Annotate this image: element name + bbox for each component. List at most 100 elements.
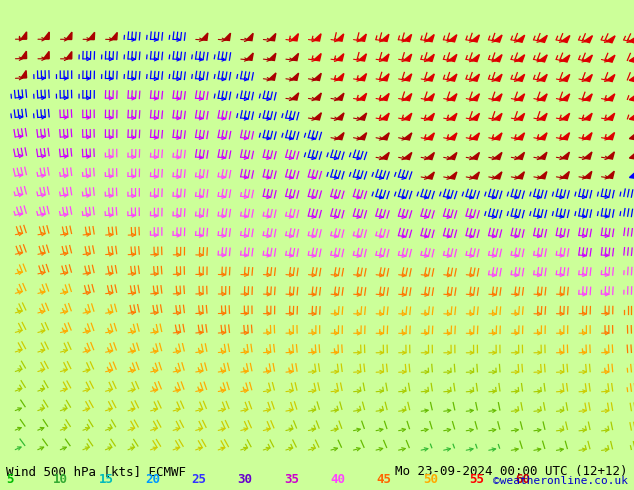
- Polygon shape: [66, 32, 72, 40]
- Text: 10: 10: [53, 473, 68, 486]
- Polygon shape: [562, 113, 569, 121]
- Text: 20: 20: [145, 473, 160, 486]
- Polygon shape: [44, 51, 49, 59]
- Polygon shape: [246, 53, 253, 60]
- Polygon shape: [584, 74, 592, 81]
- Polygon shape: [291, 73, 299, 80]
- Polygon shape: [381, 113, 389, 120]
- Polygon shape: [472, 172, 479, 179]
- Polygon shape: [517, 55, 525, 62]
- Polygon shape: [494, 152, 502, 160]
- Polygon shape: [382, 74, 389, 81]
- Polygon shape: [404, 54, 411, 61]
- Polygon shape: [607, 55, 615, 62]
- Polygon shape: [404, 74, 411, 81]
- Polygon shape: [427, 113, 434, 121]
- Polygon shape: [629, 36, 634, 43]
- Polygon shape: [539, 152, 547, 159]
- Polygon shape: [607, 132, 614, 140]
- Polygon shape: [630, 132, 634, 140]
- Text: Mo 23-09-2024 00:00 UTC (12+12): Mo 23-09-2024 00:00 UTC (12+12): [395, 465, 628, 478]
- Text: 15: 15: [99, 473, 114, 486]
- Polygon shape: [472, 94, 479, 101]
- Polygon shape: [472, 35, 479, 42]
- Polygon shape: [449, 152, 457, 160]
- Polygon shape: [494, 54, 502, 62]
- Polygon shape: [44, 32, 49, 39]
- Polygon shape: [562, 172, 569, 179]
- Polygon shape: [449, 54, 457, 61]
- Polygon shape: [269, 53, 276, 60]
- Polygon shape: [111, 32, 117, 40]
- Polygon shape: [359, 113, 366, 120]
- Polygon shape: [449, 172, 457, 179]
- Text: ©weatheronline.co.uk: ©weatheronline.co.uk: [493, 476, 628, 486]
- Polygon shape: [21, 71, 27, 78]
- Polygon shape: [539, 133, 547, 140]
- Polygon shape: [539, 74, 547, 81]
- Polygon shape: [336, 113, 344, 120]
- Polygon shape: [517, 35, 525, 42]
- Polygon shape: [246, 33, 253, 41]
- Polygon shape: [472, 152, 479, 160]
- Text: 35: 35: [284, 473, 299, 486]
- Polygon shape: [337, 34, 344, 41]
- Polygon shape: [562, 55, 570, 62]
- Polygon shape: [494, 172, 502, 179]
- Polygon shape: [89, 32, 94, 40]
- Polygon shape: [607, 152, 614, 159]
- Polygon shape: [269, 33, 276, 41]
- Polygon shape: [427, 133, 434, 140]
- Polygon shape: [607, 94, 615, 101]
- Polygon shape: [629, 55, 634, 62]
- Polygon shape: [359, 54, 366, 61]
- Polygon shape: [404, 94, 411, 100]
- Polygon shape: [404, 34, 411, 42]
- Polygon shape: [337, 54, 344, 61]
- Polygon shape: [314, 34, 321, 41]
- Text: 50: 50: [423, 473, 438, 486]
- Polygon shape: [472, 133, 479, 140]
- Polygon shape: [562, 133, 569, 140]
- Polygon shape: [449, 74, 457, 81]
- Text: Wind 500 hPa [kts] ECMWF: Wind 500 hPa [kts] ECMWF: [6, 465, 186, 478]
- Polygon shape: [562, 152, 569, 159]
- Polygon shape: [404, 133, 412, 140]
- Polygon shape: [494, 94, 502, 101]
- Polygon shape: [584, 36, 593, 43]
- Polygon shape: [382, 54, 389, 61]
- Polygon shape: [359, 133, 366, 140]
- Polygon shape: [584, 113, 592, 121]
- Polygon shape: [630, 94, 634, 101]
- Polygon shape: [585, 133, 592, 140]
- Polygon shape: [382, 34, 389, 42]
- Polygon shape: [336, 133, 344, 140]
- Polygon shape: [472, 113, 479, 121]
- Polygon shape: [291, 53, 299, 61]
- Polygon shape: [224, 33, 231, 41]
- Polygon shape: [630, 171, 634, 178]
- Polygon shape: [472, 74, 479, 81]
- Polygon shape: [382, 94, 389, 100]
- Polygon shape: [291, 93, 299, 100]
- Polygon shape: [539, 35, 547, 42]
- Polygon shape: [607, 74, 615, 81]
- Polygon shape: [630, 113, 634, 120]
- Polygon shape: [585, 172, 592, 178]
- Polygon shape: [472, 54, 479, 62]
- Polygon shape: [585, 152, 592, 159]
- Polygon shape: [517, 113, 524, 121]
- Polygon shape: [494, 35, 502, 42]
- Polygon shape: [427, 172, 434, 179]
- Polygon shape: [292, 34, 299, 41]
- Polygon shape: [539, 55, 547, 62]
- Polygon shape: [201, 33, 208, 40]
- Polygon shape: [359, 74, 366, 81]
- Polygon shape: [630, 152, 634, 159]
- Polygon shape: [539, 94, 547, 101]
- Polygon shape: [66, 51, 72, 59]
- Polygon shape: [359, 93, 366, 100]
- Polygon shape: [494, 133, 502, 140]
- Polygon shape: [314, 74, 321, 80]
- Polygon shape: [314, 53, 321, 61]
